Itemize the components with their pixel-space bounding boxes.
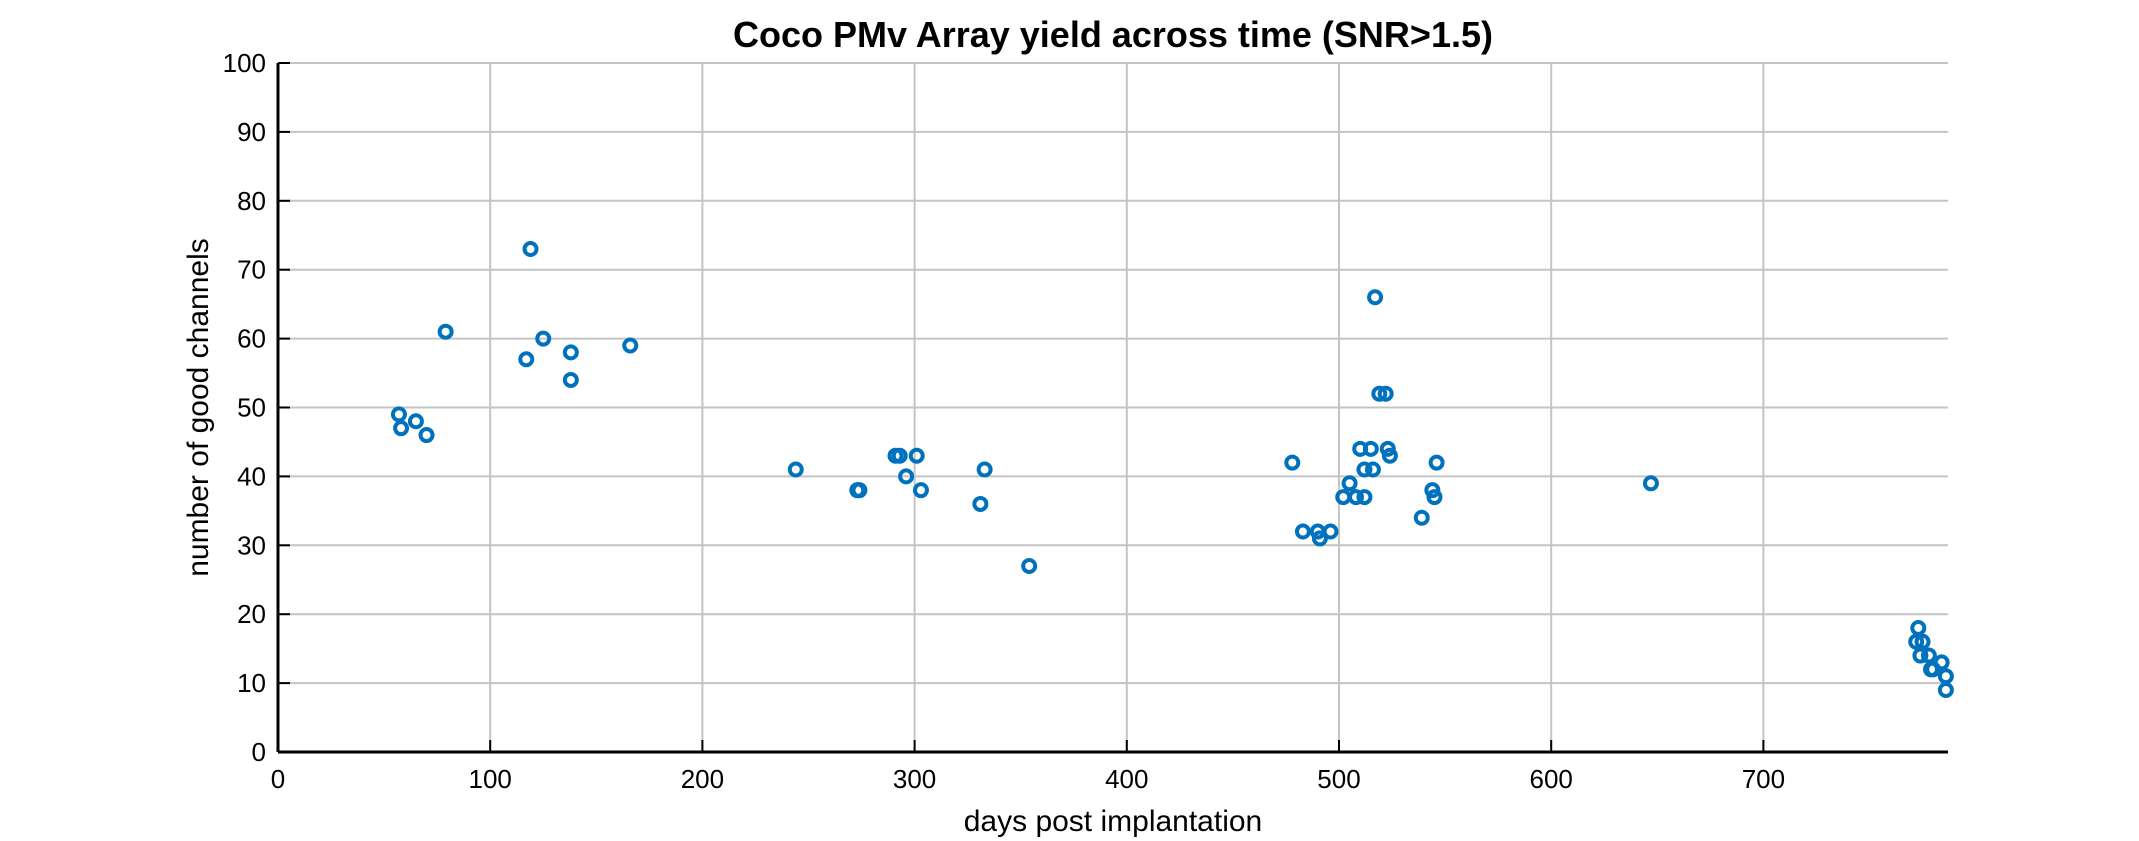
- data-point: [851, 482, 868, 499]
- data-point: [1335, 489, 1352, 506]
- data-point: [562, 371, 579, 388]
- data-point: [972, 495, 989, 512]
- x-tick-label: 100: [469, 764, 512, 794]
- x-tick-label: 200: [681, 764, 724, 794]
- y-axis-label: number of good channels: [182, 238, 215, 577]
- data-point: [437, 323, 454, 340]
- y-tick-label: 40: [237, 461, 266, 491]
- y-tick-label: 80: [237, 186, 266, 216]
- y-tick-label: 20: [237, 599, 266, 629]
- x-tick-label: 600: [1529, 764, 1572, 794]
- data-point: [1284, 454, 1301, 471]
- data-point: [1294, 523, 1311, 540]
- data-point: [1364, 461, 1381, 478]
- x-tick-label: 0: [271, 764, 285, 794]
- data-point: [1426, 489, 1443, 506]
- x-tick-label: 400: [1105, 764, 1148, 794]
- data-point: [1356, 461, 1373, 478]
- data-point: [622, 337, 639, 354]
- data-point: [1341, 475, 1358, 492]
- data-point: [535, 330, 552, 347]
- data-point: [1642, 475, 1659, 492]
- grid-lines: [278, 62, 1948, 752]
- data-point: [1937, 668, 1954, 685]
- data-point: [908, 447, 925, 464]
- x-tick-label: 500: [1317, 764, 1360, 794]
- x-tick-label: 300: [893, 764, 936, 794]
- data-point: [1021, 557, 1038, 574]
- data-points: [390, 241, 1954, 698]
- data-point: [418, 427, 435, 444]
- data-point: [1937, 681, 1954, 698]
- y-tick-label: 70: [237, 255, 266, 285]
- data-point: [562, 344, 579, 361]
- data-point: [1371, 385, 1388, 402]
- data-point: [390, 406, 407, 423]
- y-tick-label: 50: [237, 393, 266, 423]
- data-point: [1311, 530, 1328, 547]
- data-point: [1347, 489, 1364, 506]
- data-point: [1367, 289, 1384, 306]
- data-point: [1920, 647, 1937, 664]
- chart-title: Coco PMv Array yield across time (SNR>1.…: [733, 14, 1493, 55]
- y-tick-label: 30: [237, 530, 266, 560]
- data-point: [976, 461, 993, 478]
- data-point: [898, 468, 915, 485]
- data-point: [1356, 489, 1373, 506]
- y-tick-label: 0: [252, 737, 266, 767]
- data-point: [393, 420, 410, 437]
- data-point: [1428, 454, 1445, 471]
- data-point: [518, 351, 535, 368]
- y-tick-label: 10: [237, 668, 266, 698]
- data-point: [1908, 633, 1925, 650]
- data-point: [1914, 633, 1931, 650]
- data-point: [1322, 523, 1339, 540]
- data-point: [912, 482, 929, 499]
- axes: [276, 62, 1948, 754]
- data-point: [1381, 447, 1398, 464]
- x-tick-label: 700: [1742, 764, 1785, 794]
- data-point: [1910, 619, 1927, 636]
- tick-labels: 0 100 200 300 400 500 600 700 0 10 20 30 40 50 60 70 80 9…: [223, 48, 1785, 794]
- data-point: [891, 447, 908, 464]
- y-tick-label: 100: [223, 48, 266, 78]
- x-axis-label: days post implantation: [964, 805, 1263, 838]
- data-point: [407, 413, 424, 430]
- data-point: [1413, 509, 1430, 526]
- data-point: [1933, 654, 1950, 671]
- y-tick-label: 90: [237, 117, 266, 147]
- data-point: [1912, 647, 1929, 664]
- y-tick-label: 60: [237, 324, 266, 354]
- data-point: [1362, 440, 1379, 457]
- data-point: [787, 461, 804, 478]
- data-point: [1377, 385, 1394, 402]
- data-point: [522, 241, 539, 258]
